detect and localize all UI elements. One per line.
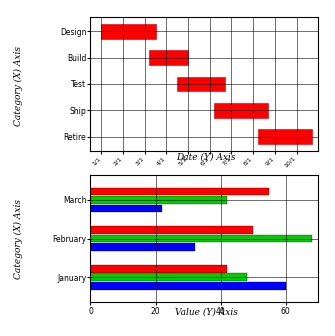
Bar	[214, 103, 268, 118]
Bar	[90, 196, 227, 204]
Text: Category (X) Axis: Category (X) Axis	[14, 46, 23, 126]
Bar	[149, 50, 188, 65]
Bar	[90, 226, 253, 234]
Bar	[90, 265, 227, 272]
Bar	[90, 187, 269, 195]
Text: Date (Y) Axis: Date (Y) Axis	[176, 153, 236, 162]
Bar	[90, 235, 312, 242]
Bar	[177, 77, 225, 91]
Bar	[90, 282, 286, 290]
Bar	[90, 205, 162, 212]
Bar	[90, 243, 195, 251]
Text: Value (Y) Axis: Value (Y) Axis	[175, 308, 238, 317]
Bar	[101, 24, 155, 39]
Bar	[90, 274, 247, 281]
Bar	[258, 129, 312, 144]
Text: Category (X) Axis: Category (X) Axis	[14, 199, 23, 279]
